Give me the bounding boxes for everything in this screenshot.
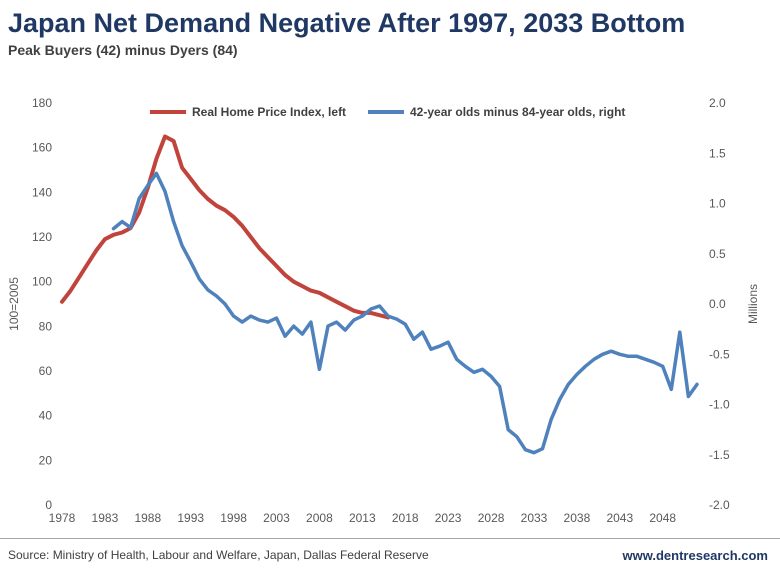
left-axis-tick-label: 20 <box>39 453 53 467</box>
right-axis-tick-label: 0.0 <box>709 297 726 311</box>
x-axis-tick-label: 2028 <box>478 511 505 525</box>
x-axis-tick-label: 2033 <box>521 511 548 525</box>
x-axis-tick-label: 1998 <box>220 511 247 525</box>
right-axis-tick-label: -1.0 <box>709 398 730 412</box>
left-axis-tick-label: 160 <box>32 141 52 155</box>
chart-area: 0 20 40 60 80 100 120 140 160 180 -2.0 -1.5 -1.0 -0.5… <box>0 78 780 538</box>
x-axis-tick-label: 2048 <box>649 511 676 525</box>
x-axis-tick-label: 2023 <box>435 511 462 525</box>
series-line-0 <box>60 134 391 320</box>
website-link[interactable]: www.dentresearch.com <box>622 548 768 563</box>
x-axis-tick-label: 1978 <box>49 511 76 525</box>
left-axis-tick-label: 140 <box>32 185 52 199</box>
chart-title: Japan Net Demand Negative After 1997, 20… <box>8 8 686 38</box>
right-axis-tick-label: 1.5 <box>709 146 726 160</box>
left-axis-tick-label: 100 <box>32 275 52 289</box>
chart-footer: Source: Ministry of Health, Labour and W… <box>0 538 780 585</box>
legend-label-0: Real Home Price Index, left <box>192 105 346 119</box>
right-axis-title: Millions <box>746 284 760 324</box>
left-axis-tick-label: 60 <box>39 364 53 378</box>
series-line-1 <box>111 171 699 455</box>
left-axis-tick-label: 0 <box>45 498 52 512</box>
source-text: Source: Ministry of Health, Labour and W… <box>8 548 429 562</box>
x-axis-tick-label: 2008 <box>306 511 333 525</box>
x-axis-tick-label: 2018 <box>392 511 419 525</box>
x-axis-tick-label: 2003 <box>263 511 290 525</box>
x-axis-tick-label: 2013 <box>349 511 376 525</box>
right-axis-tick-label: -0.5 <box>709 347 730 361</box>
chart-subtitle: Peak Buyers (42) minus Dyers (84) <box>8 42 238 59</box>
left-axis-tick-label: 120 <box>32 230 52 244</box>
right-axis-tick-label: 1.0 <box>709 197 726 211</box>
left-axis-tick-label: 40 <box>39 409 53 423</box>
x-axis-tick-label: 2043 <box>606 511 633 525</box>
chart-header: Japan Net Demand Negative After 1997, 20… <box>0 0 780 78</box>
x-axis-tick-label: 2038 <box>564 511 591 525</box>
right-axis: -2.0 -1.5 -1.0 -0.5 0.0 0.5 1.0 1.5 2.0 <box>709 96 730 512</box>
left-axis-tick-label: 180 <box>32 96 52 110</box>
left-axis-title: 100=2005 <box>7 277 21 331</box>
left-axis: 0 20 40 60 80 100 120 140 160 180 <box>32 96 52 512</box>
x-axis-tick-label: 1988 <box>134 511 161 525</box>
x-axis-tick-label: 1993 <box>177 511 204 525</box>
right-axis-tick-label: -1.5 <box>709 448 730 462</box>
left-axis-tick-label: 80 <box>39 319 53 333</box>
line-chart: 0 20 40 60 80 100 120 140 160 180 -2.0 -1.5 -1.0 -0.5… <box>7 96 760 525</box>
x-axis-tick-label: 1983 <box>92 511 119 525</box>
legend-label-1: 42-year olds minus 84-year olds, right <box>410 105 625 119</box>
right-axis-tick-label: 0.5 <box>709 247 726 261</box>
right-axis-tick-label: 2.0 <box>709 96 726 110</box>
x-axis: 1978 1983 1988 1993 1998 2003 2008 2013 2018 2023… <box>49 511 677 525</box>
right-axis-tick-label: -2.0 <box>709 498 730 512</box>
